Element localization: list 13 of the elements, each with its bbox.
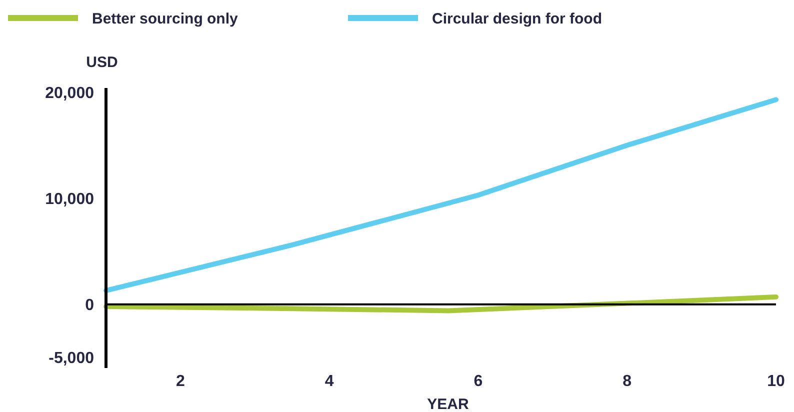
y-tick-label: -5,000	[48, 350, 94, 367]
y-tick-label: 20,000	[45, 84, 94, 102]
x-tick-label: 8	[622, 373, 632, 390]
x-tick-label: 6	[474, 373, 483, 390]
y-tick-label: 0	[85, 296, 94, 314]
legend-label: Better sourcing only	[92, 10, 239, 28]
y-tick-label: 10,000	[45, 190, 94, 208]
x-tick-label: 4	[324, 373, 334, 390]
x-tick-label: 10	[767, 373, 785, 390]
legend-label: Circular design for food	[432, 10, 602, 28]
y-axis-title: USD	[86, 54, 118, 71]
x-tick-label: 2	[176, 373, 185, 390]
x-axis-title: YEAR	[427, 396, 469, 412]
